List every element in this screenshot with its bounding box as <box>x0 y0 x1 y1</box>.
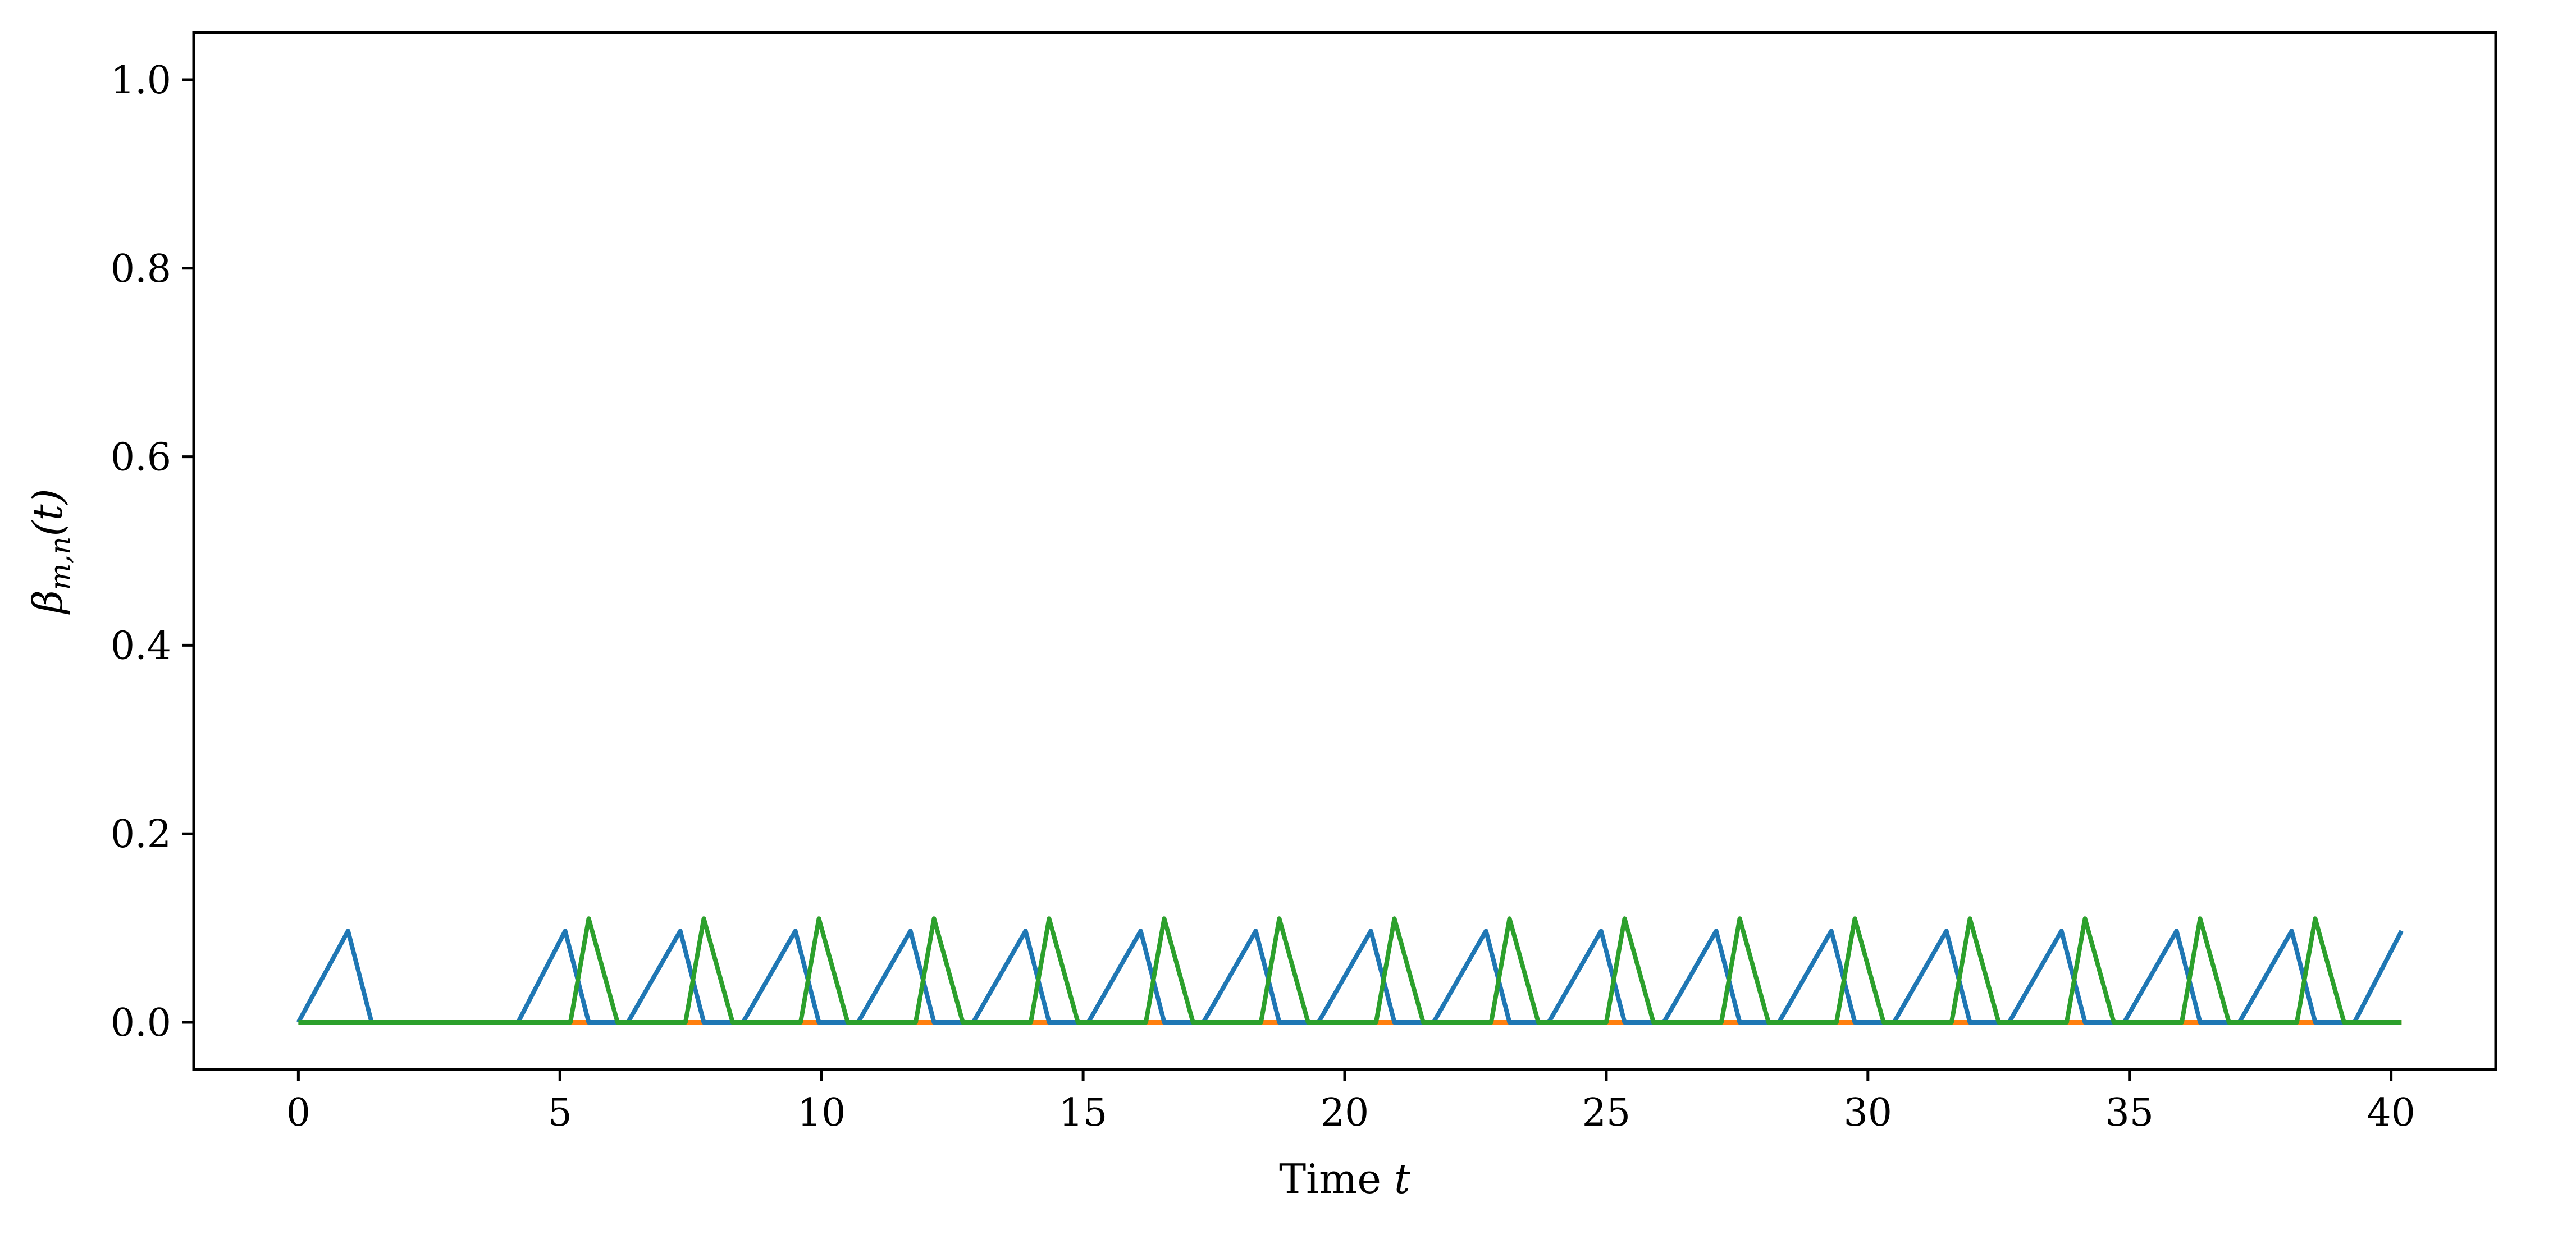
x-axis-label: Time t <box>1279 1155 1411 1203</box>
y-axis: 0.0 0.2 0.4 0.6 0.8 1.0 <box>111 58 194 1045</box>
y-tick-label: 0.6 <box>111 436 171 480</box>
x-tick-label: 25 <box>1582 1091 1631 1135</box>
series-line-3 <box>298 916 2402 1025</box>
y-tick-label: 0.4 <box>111 624 171 668</box>
series-line-2 <box>296 929 2404 1025</box>
y-tick-label: 0.0 <box>111 1001 171 1045</box>
x-tick-label: 35 <box>2105 1091 2154 1135</box>
x-tick-label: 40 <box>2367 1091 2415 1135</box>
series-layer <box>296 916 2404 1025</box>
x-tick-label: 15 <box>1059 1091 1108 1135</box>
axes-frame <box>192 31 2497 1071</box>
x-tick-label: 0 <box>286 1091 310 1135</box>
x-tick-label: 20 <box>1321 1091 1369 1135</box>
y-tick-label: 0.8 <box>111 247 171 291</box>
x-axis: 0 5 10 15 20 25 30 35 40 <box>286 1069 2415 1135</box>
x-tick-label: 30 <box>1844 1091 1893 1135</box>
y-axis-label: βm,n(t) <box>24 488 76 615</box>
y-tick-label: 1.0 <box>111 58 171 103</box>
y-tick-label: 0.2 <box>111 812 171 857</box>
x-tick-label: 10 <box>797 1091 846 1135</box>
x-tick-label: 5 <box>548 1091 572 1135</box>
